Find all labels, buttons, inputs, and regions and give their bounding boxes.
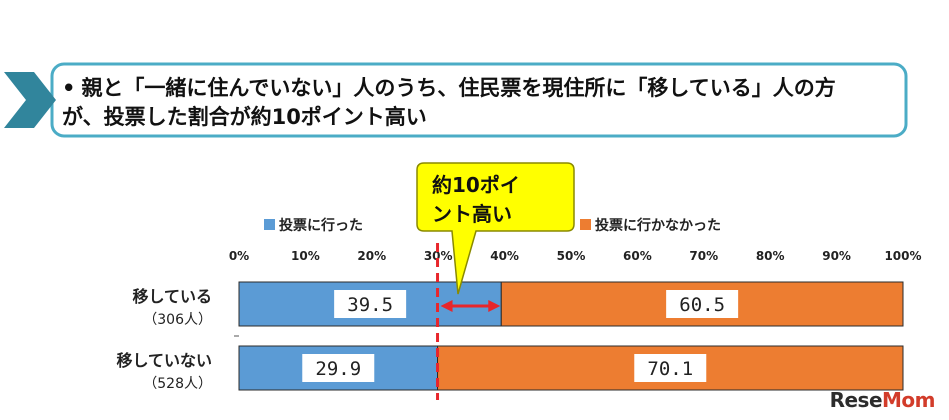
category-count-label: （528人） (143, 376, 212, 392)
legend-label-voted: 投票に行った (279, 217, 363, 234)
data-label-box (302, 354, 375, 382)
data-label: 60.5 (679, 294, 725, 316)
legend-swatch-voted (264, 219, 275, 230)
x-tick-label: 30% (424, 249, 453, 263)
category-label: 移していない (116, 351, 212, 370)
data-label-box (634, 354, 707, 382)
data-label: 70.1 (647, 358, 693, 380)
x-tick-label: 40% (490, 249, 519, 263)
resemom-logo: ReseMom (829, 388, 936, 412)
x-tick-label: 20% (357, 249, 386, 263)
summary-line-1: 親と「一緒に住んでいない」人のうち、住民票を現住所に「移している」人の方 (81, 76, 836, 100)
x-tick-label: 10% (291, 249, 320, 263)
bullet: • (62, 76, 76, 100)
summary-banner (4, 62, 909, 140)
callout-bubble (416, 162, 575, 295)
data-label: 29.9 (315, 358, 361, 380)
summary-line-2: が、投票した割合が約10ポイント高い (62, 105, 427, 129)
x-tick-label: 70% (689, 249, 718, 263)
callout-text-line-1: 約10ポイ (432, 173, 520, 197)
x-tick-label: 0% (229, 249, 249, 263)
category-count-label: （306人） (143, 312, 212, 328)
data-label-box (334, 290, 407, 318)
x-tick-label: 50% (557, 249, 586, 263)
banner-frame (4, 62, 908, 138)
data-label: 39.5 (347, 294, 393, 316)
x-tick-label: 80% (756, 249, 785, 263)
summary-text: • 親と「一緒に住んでいない」人のうち、住民票を現住所に「移している」人の方 が、… (62, 74, 912, 132)
x-tick-label: 100% (884, 249, 921, 263)
arrow-left-icon (440, 300, 453, 312)
callout-text-line-2: ント高い (432, 202, 512, 226)
x-tick-label: 90% (822, 249, 851, 263)
category-label: 移している (132, 287, 212, 306)
chevron-right-icon (4, 72, 56, 128)
legend-label-not-voted: 投票に行かなかった (595, 217, 721, 234)
data-label-box (666, 290, 739, 318)
x-tick-label: 60% (623, 249, 652, 263)
legend-swatch-not-voted (580, 219, 591, 230)
arrow-right-icon (488, 300, 501, 312)
